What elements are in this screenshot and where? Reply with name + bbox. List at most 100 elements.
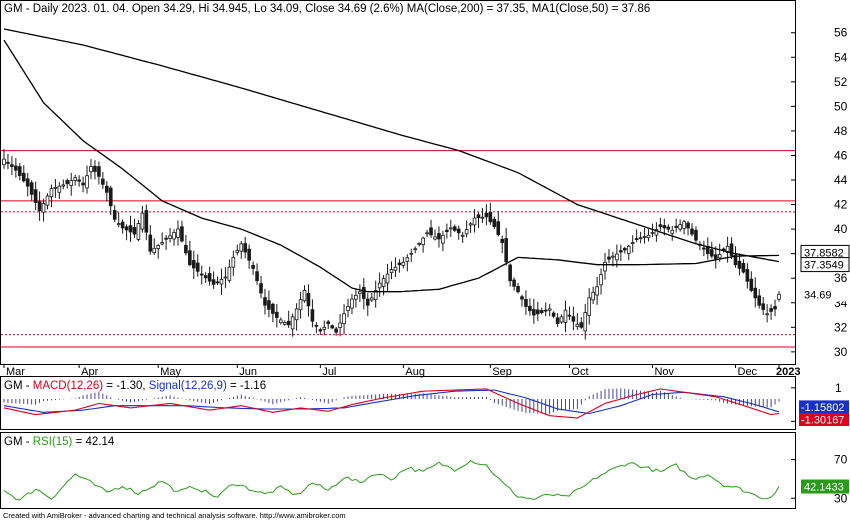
candle-body [215,281,220,284]
x-tick-label: Aug [405,366,425,378]
candle-body [191,260,196,269]
candle-body [496,221,501,236]
rsi-axis-tags: 42.1433 [801,479,849,494]
candle-body [385,273,390,284]
candle-body [33,189,38,203]
candle-body [6,161,10,164]
candle-body [662,225,667,229]
candle-body [211,279,216,285]
candle-body [14,165,18,171]
candle-body [476,214,481,219]
price-tag-label: 34.69 [804,289,832,301]
candle-body [686,222,690,229]
candle-body [670,229,675,234]
candle-body [156,245,161,249]
candle-body [583,312,588,332]
candle-body [219,279,224,285]
price-tag-label: 37.8582 [804,247,844,259]
macd-tag-box [799,400,849,414]
candle-body [61,184,66,187]
rsi-tick-label: 70 [834,453,848,467]
candle-body [425,232,429,235]
candle-body [773,306,777,310]
candle-body [89,166,93,173]
candle-body [231,256,236,268]
candle-body [480,216,485,219]
price-panel: GM - Daily 2023. 01. 04. Open 34.29, Hi … [0,0,850,378]
rsi-y-axis: 70 30 [791,453,848,505]
candle-body [409,252,414,255]
candle-body [318,329,323,332]
candle-body [504,238,508,263]
candle-body [717,254,722,259]
candle-body [417,243,421,245]
candle-body [203,275,208,279]
candle-body [278,319,283,324]
candle-body [452,226,457,231]
candle-body [338,322,342,328]
y-tick-label: 52 [834,75,848,89]
y-tick-label: 50 [834,99,848,113]
price-tag-label: 37.3549 [804,260,844,272]
candle-body [634,238,639,240]
candle-body [73,177,77,181]
candle-body [172,232,176,240]
rsi-panel-frame [0,432,796,509]
candle-body [306,293,311,307]
candle-body [132,227,137,235]
candle-body [745,269,750,282]
candle-body [286,320,291,326]
candle-body [85,175,89,189]
candle-body [654,229,659,236]
rsi-tick-label: 30 [834,491,848,505]
candle-body [559,316,564,323]
candle-body [326,321,331,325]
macd-tag-label: -1.30167 [801,415,844,427]
candle-body [2,158,6,166]
candle-body [638,237,643,240]
y-tick-label: 32 [834,320,848,334]
candle-body [405,257,410,262]
candle-body [18,166,22,176]
candle-body [753,287,758,299]
candle-body [298,299,303,311]
candle-body [108,187,113,207]
candle-body [539,310,544,313]
candle-body [168,235,172,239]
candle-body [342,313,346,325]
candle-body [472,217,477,226]
candle-body [227,266,232,281]
candle-body [101,178,105,185]
rsi-tag-label: 42.1433 [804,482,844,494]
candle-body [271,303,275,314]
candle-body [500,238,505,244]
candle-body [524,299,528,307]
candle-body [53,186,58,189]
candle-body [674,225,678,228]
candle-body [393,266,398,271]
candle-body [397,262,402,266]
candle-body [646,234,651,239]
candle-body [207,273,212,282]
candle-body [350,298,354,309]
candle-body [587,297,592,316]
candle-body [571,316,576,322]
candle-body [429,227,433,236]
y-tick-label: 44 [834,173,848,187]
x-tick-label: Oct [571,366,588,378]
date-x-axis: Mar Apr May Jun Jul Aug Sep Oct Nov Dec 2023 [3,364,800,378]
price-bars [2,148,781,340]
candle-body [49,188,54,198]
candle-body [251,265,255,269]
candle-body [112,210,117,220]
candle-body [622,247,627,251]
candle-body [243,243,247,253]
candle-body [259,283,263,294]
candle-body [381,278,386,287]
candle-body [619,250,623,253]
candle-body [247,248,251,261]
rsi-panel: GM - RSI(15) = 42.14 70 30 42.1433 [0,432,849,509]
footer-credit: Created with AmiBroker - advanced charti… [3,511,346,520]
candle-body [713,254,718,259]
